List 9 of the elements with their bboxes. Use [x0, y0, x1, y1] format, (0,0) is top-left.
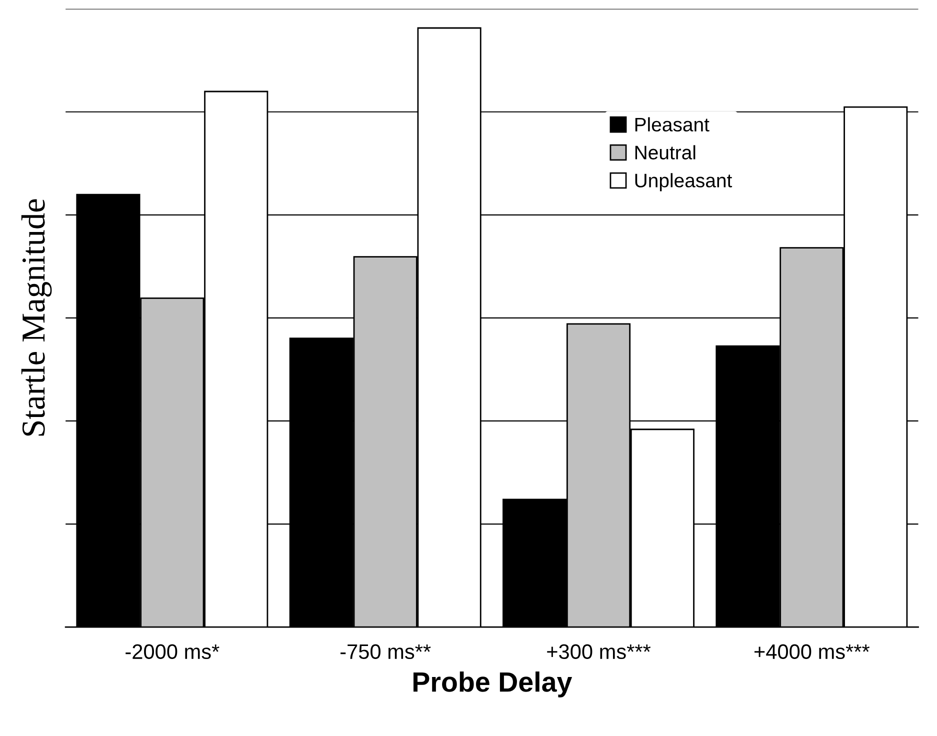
y-axis-title: Startle Magnitude [21, 199, 52, 436]
legend-label: Neutral [635, 145, 696, 160]
x-tick-label: +300 ms*** [547, 644, 651, 660]
x-tick-label: -2000 ms* [126, 644, 220, 660]
x-axis-title: Probe Delay [414, 671, 572, 698]
x-tick-label: -750 ms** [340, 644, 431, 660]
legend-label: Unpleasant [635, 173, 732, 192]
legend-label: Pleasant [635, 117, 710, 132]
x-tick-label: +4000 ms*** [754, 644, 870, 660]
